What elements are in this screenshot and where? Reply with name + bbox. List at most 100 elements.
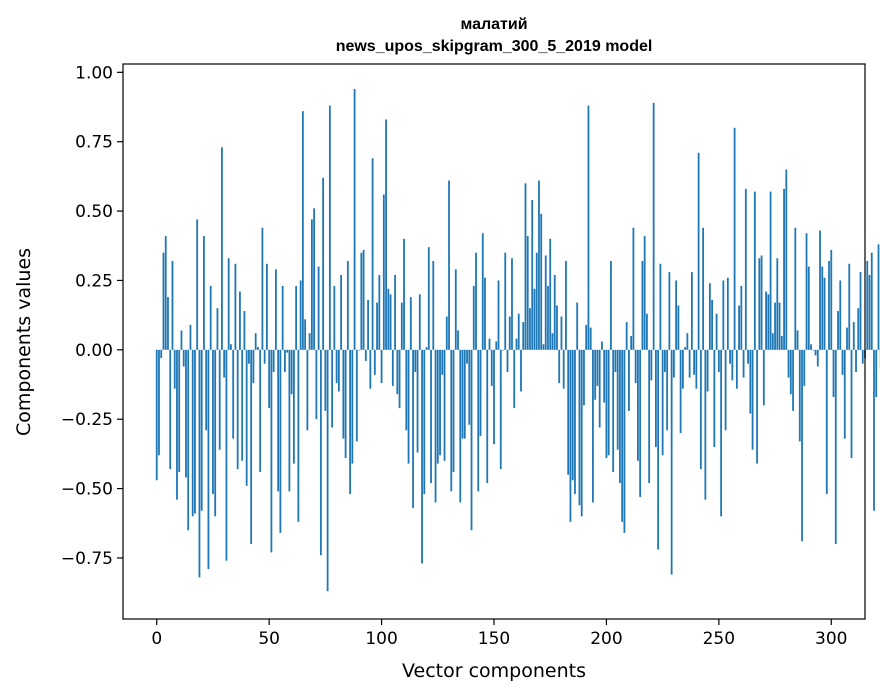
bar-component-245	[706, 349, 709, 392]
bar-component-8	[173, 349, 176, 389]
chart-title: малатий	[460, 16, 527, 33]
bar-component-257	[733, 127, 736, 350]
bar-component-287	[801, 349, 803, 542]
bar-component-80	[335, 349, 338, 384]
bar-component-96	[371, 158, 374, 350]
bar-component-261	[742, 349, 745, 378]
bar-component-69	[310, 219, 313, 350]
bar-component-83	[342, 349, 345, 439]
bar-component-70	[313, 208, 316, 350]
bar-component-295	[819, 230, 821, 350]
bar-component-46	[259, 349, 262, 472]
bar-component-29	[221, 147, 223, 350]
bar-component-167	[531, 199, 534, 350]
bar-component-114	[412, 349, 414, 508]
bar-component-148	[488, 338, 491, 350]
bar-component-30	[223, 349, 226, 378]
bar-component-268	[758, 258, 761, 350]
bar-component-59	[288, 349, 291, 492]
bar-component-278	[780, 335, 783, 350]
bar-component-151	[495, 341, 498, 350]
bar-component-143	[477, 349, 480, 492]
bar-component-102	[385, 119, 387, 350]
bar-component-182	[565, 261, 567, 350]
bar-component-73	[319, 349, 322, 556]
bar-component-91	[360, 252, 363, 350]
bar-component-193	[589, 327, 592, 350]
bar-component-12	[182, 349, 185, 367]
bar-component-226	[663, 349, 666, 373]
bar-component-78	[331, 349, 334, 428]
bar-component-297	[823, 277, 826, 350]
bar-component-85	[346, 261, 349, 350]
bar-component-159	[513, 349, 516, 409]
bar-component-273	[769, 191, 772, 350]
bar-component-11	[180, 330, 183, 350]
bar-component-36	[236, 349, 239, 470]
bar-component-198	[601, 341, 603, 350]
bar-component-51	[270, 349, 273, 553]
y-axis-ticks: 1.00 0.75 0.50 0.25 0.00 −0.25 −0.50 −0.75	[61, 63, 123, 569]
bar-component-201	[607, 349, 610, 456]
bar-component-115	[414, 349, 417, 373]
bar-component-211	[630, 335, 633, 350]
bar-component-238	[690, 272, 693, 350]
bar-component-227	[666, 349, 669, 431]
bar-component-52	[272, 349, 275, 373]
bar-component-60	[290, 349, 293, 395]
x-tick-label: 0	[151, 629, 162, 649]
bar-component-166	[529, 308, 531, 350]
bar-component-203	[612, 349, 615, 472]
bar-component-7	[171, 261, 174, 350]
bar-component-90	[358, 349, 360, 351]
bar-component-258	[735, 349, 738, 389]
bar-component-130	[448, 180, 450, 350]
bar-component-111	[405, 349, 408, 431]
bar-component-118	[421, 349, 423, 564]
bar-component-266	[753, 191, 756, 350]
bar-component-107	[396, 349, 399, 395]
bar-component-259	[738, 305, 740, 350]
bar-component-270	[762, 349, 765, 406]
bar-component-18	[196, 219, 199, 350]
bar-component-86	[349, 349, 351, 495]
bar-component-320	[875, 349, 878, 397]
bar-component-131	[450, 349, 453, 492]
bar-component-54	[277, 349, 280, 492]
bar-component-229	[670, 349, 673, 575]
bar-component-75	[324, 349, 327, 411]
bar-component-264	[749, 349, 752, 414]
bar-component-197	[598, 349, 601, 428]
bar-component-194	[592, 349, 594, 503]
bar-component-155	[504, 252, 507, 350]
bar-component-314	[861, 349, 864, 364]
bar-component-210	[628, 349, 630, 411]
bar-component-144	[479, 349, 482, 436]
bar-component-239	[693, 349, 696, 375]
bar-component-240	[695, 349, 698, 389]
bar-component-22	[205, 349, 208, 431]
bar-component-141	[472, 286, 475, 350]
bar-component-237	[688, 349, 691, 378]
bar-component-128	[443, 349, 446, 461]
bar-component-294	[816, 349, 819, 367]
bar-component-262	[744, 188, 747, 350]
bar-component-135	[459, 349, 462, 503]
bar-component-286	[798, 349, 801, 442]
bar-component-23	[207, 349, 210, 570]
bar-component-303	[837, 310, 839, 350]
bar-component-146	[484, 277, 486, 350]
bar-component-312	[857, 308, 860, 350]
bar-component-207	[621, 349, 624, 522]
bar-component-230	[672, 349, 675, 378]
bar-component-15	[189, 324, 192, 350]
bar-component-149	[490, 349, 493, 386]
bar-component-147	[486, 349, 489, 484]
bar-component-253	[724, 349, 727, 431]
bar-component-274	[771, 333, 774, 350]
bar-component-97	[373, 349, 376, 375]
bar-component-158	[511, 258, 513, 350]
bar-component-277	[778, 302, 781, 350]
